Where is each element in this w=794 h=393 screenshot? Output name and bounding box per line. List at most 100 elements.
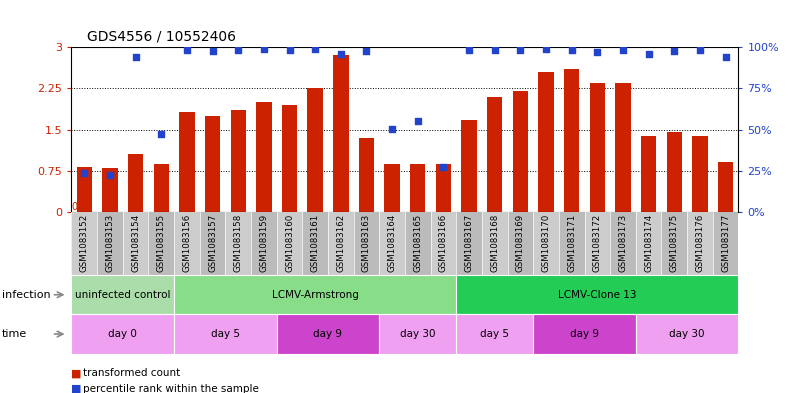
Bar [153, 164, 169, 212]
Bar [174, 314, 276, 354]
Bar [436, 164, 451, 212]
Text: GSM1083153: GSM1083153 [106, 214, 114, 272]
Bar [359, 138, 374, 212]
Text: GSM1083157: GSM1083157 [208, 214, 217, 272]
Bar [148, 212, 174, 275]
Point [540, 46, 553, 53]
Bar [328, 212, 353, 275]
Point [206, 48, 219, 54]
Bar [584, 212, 610, 275]
Bar [71, 275, 174, 314]
Text: 0: 0 [71, 202, 78, 211]
Text: GSM1083171: GSM1083171 [567, 214, 576, 272]
Bar [636, 212, 661, 275]
Text: GSM1083170: GSM1083170 [542, 214, 550, 272]
Point [642, 51, 655, 57]
Point [309, 46, 322, 52]
Text: ■: ■ [71, 384, 86, 393]
Bar [564, 69, 580, 212]
Bar [641, 136, 657, 212]
Point [283, 47, 296, 53]
Text: GSM1083160: GSM1083160 [285, 214, 294, 272]
Point [617, 47, 630, 53]
Text: GSM1083168: GSM1083168 [490, 214, 499, 272]
Text: GSM1083174: GSM1083174 [644, 214, 653, 272]
Bar [128, 154, 143, 212]
Text: GSM1083167: GSM1083167 [464, 214, 473, 272]
Text: day 5: day 5 [480, 329, 509, 339]
Bar [487, 97, 503, 212]
Bar [179, 112, 195, 212]
Bar [610, 212, 636, 275]
Text: GSM1083152: GSM1083152 [79, 214, 89, 272]
Point [437, 164, 449, 170]
Point [103, 172, 116, 178]
Point [232, 47, 245, 53]
Point [565, 47, 578, 53]
Point [514, 47, 526, 53]
Text: GSM1083172: GSM1083172 [593, 214, 602, 272]
Bar [384, 164, 400, 212]
Bar [430, 212, 457, 275]
Text: ■: ■ [71, 368, 86, 378]
Bar [205, 116, 220, 212]
Text: GSM1083175: GSM1083175 [670, 214, 679, 272]
Bar [333, 55, 349, 212]
Bar [230, 110, 246, 212]
Bar [282, 105, 297, 212]
Bar [405, 212, 430, 275]
Point [78, 169, 91, 176]
Bar [276, 212, 303, 275]
Text: GSM1083158: GSM1083158 [233, 214, 243, 272]
Bar [71, 212, 97, 275]
Bar [482, 212, 507, 275]
Bar [713, 212, 738, 275]
Point [155, 130, 168, 137]
Point [591, 49, 603, 55]
Bar [457, 275, 738, 314]
Bar [71, 314, 174, 354]
Text: day 0: day 0 [108, 329, 137, 339]
Bar [534, 314, 636, 354]
Point [463, 47, 476, 53]
Bar [102, 168, 118, 212]
Text: GSM1083154: GSM1083154 [131, 214, 140, 272]
Bar [76, 167, 92, 212]
Text: GSM1083169: GSM1083169 [516, 214, 525, 272]
Point [257, 46, 270, 53]
Text: LCMV-Clone 13: LCMV-Clone 13 [558, 290, 637, 300]
Text: infection: infection [2, 290, 50, 300]
Bar [256, 102, 272, 212]
Text: day 5: day 5 [211, 329, 240, 339]
Bar [97, 212, 123, 275]
Point [411, 118, 424, 125]
Bar [636, 314, 738, 354]
Point [180, 47, 193, 53]
Point [129, 54, 142, 60]
Bar [667, 132, 682, 212]
Text: uninfected control: uninfected control [75, 290, 171, 300]
Bar [380, 314, 457, 354]
Text: GSM1083163: GSM1083163 [362, 214, 371, 272]
Text: GSM1083162: GSM1083162 [337, 214, 345, 272]
Text: GSM1083165: GSM1083165 [413, 214, 422, 272]
Bar [507, 212, 534, 275]
Text: GSM1083164: GSM1083164 [387, 214, 397, 272]
Bar [513, 91, 528, 212]
Text: LCMV-Armstrong: LCMV-Armstrong [272, 290, 359, 300]
Text: GSM1083156: GSM1083156 [183, 214, 191, 272]
Bar [559, 212, 584, 275]
Text: day 9: day 9 [314, 329, 342, 339]
Text: transformed count: transformed count [83, 368, 180, 378]
Bar [123, 212, 148, 275]
Text: GSM1083173: GSM1083173 [619, 214, 627, 272]
Bar [534, 212, 559, 275]
Text: GSM1083177: GSM1083177 [721, 214, 730, 272]
Text: day 30: day 30 [400, 329, 436, 339]
Point [668, 48, 680, 54]
Point [386, 125, 399, 132]
Bar [174, 275, 457, 314]
Bar [380, 212, 405, 275]
Point [360, 48, 373, 54]
Bar [661, 212, 687, 275]
